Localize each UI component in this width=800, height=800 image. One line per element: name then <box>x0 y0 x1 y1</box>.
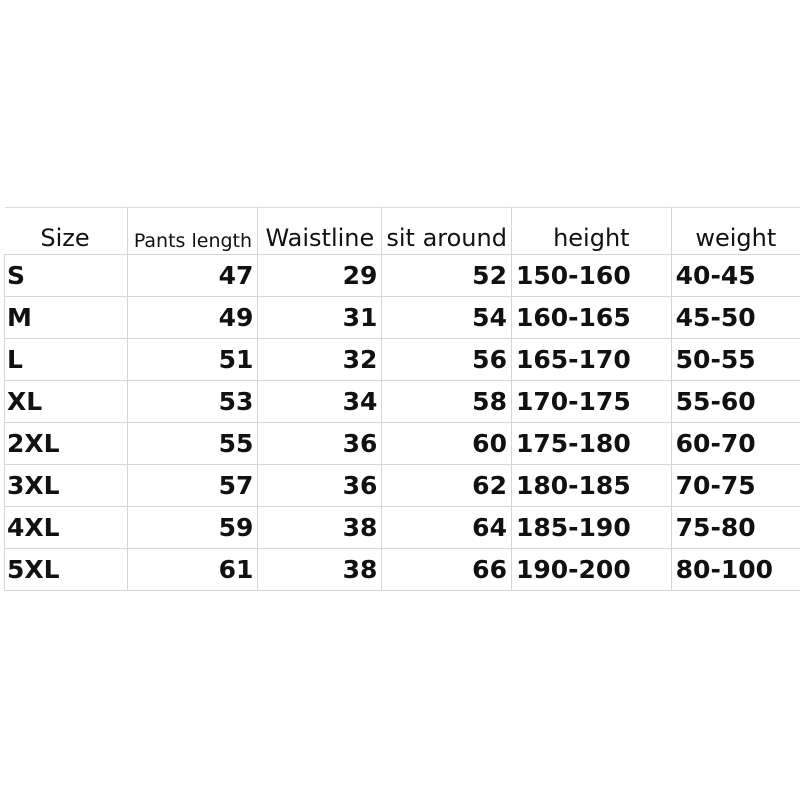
cell-pants-length: 51 <box>127 338 259 381</box>
cell-waistline: 36 <box>257 422 383 465</box>
cell-size: L <box>3 338 129 381</box>
cell-size: S <box>3 254 129 297</box>
cell-pants-length: 59 <box>127 506 259 549</box>
cell-sit-around: 60 <box>381 422 512 465</box>
cell-height: 190-200 <box>510 548 672 591</box>
cell-waistline: 36 <box>257 464 383 507</box>
cell-pants-length: 47 <box>127 254 259 297</box>
cell-size: 5XL <box>3 548 129 591</box>
cell-waistline: 38 <box>257 548 383 591</box>
header-pants-length: Pants length <box>127 207 259 255</box>
cell-height: 165-170 <box>510 338 672 381</box>
cell-weight: 80-100 <box>670 548 800 591</box>
cell-sit-around: 64 <box>381 506 512 549</box>
cell-weight: 75-80 <box>670 506 800 549</box>
table-row: S 47 29 52 150-160 40-45 <box>3 254 800 297</box>
cell-size: 3XL <box>3 464 129 507</box>
cell-sit-around: 62 <box>381 464 512 507</box>
cell-height: 160-165 <box>510 296 672 339</box>
table-row: 3XL 57 36 62 180-185 70-75 <box>3 464 800 507</box>
cell-pants-length: 53 <box>127 380 259 423</box>
cell-size: 2XL <box>3 422 129 465</box>
header-sit-around: sit around <box>381 207 512 255</box>
cell-waistline: 29 <box>257 254 383 297</box>
cell-pants-length: 49 <box>127 296 259 339</box>
cell-pants-length: 55 <box>127 422 259 465</box>
cell-sit-around: 52 <box>381 254 512 297</box>
cell-height: 175-180 <box>510 422 672 465</box>
cell-waistline: 38 <box>257 506 383 549</box>
cell-size: M <box>3 296 129 339</box>
cell-weight: 55-60 <box>670 380 800 423</box>
cell-height: 185-190 <box>510 506 672 549</box>
cell-sit-around: 66 <box>381 548 512 591</box>
cell-weight: 40-45 <box>670 254 800 297</box>
cell-weight: 60-70 <box>670 422 800 465</box>
cell-sit-around: 58 <box>381 380 512 423</box>
header-height: height <box>510 207 672 255</box>
cell-height: 180-185 <box>510 464 672 507</box>
size-chart-table: Size Pants length Waistline sit around h… <box>3 207 800 591</box>
header-row: Size Pants length Waistline sit around h… <box>4 207 800 255</box>
cell-weight: 45-50 <box>670 296 800 339</box>
cell-waistline: 34 <box>257 380 383 423</box>
table-row: 4XL 59 38 64 185-190 75-80 <box>3 506 800 549</box>
cell-height: 170-175 <box>510 380 672 423</box>
table-row: XL 53 34 58 170-175 55-60 <box>3 380 800 423</box>
cell-size: 4XL <box>3 506 129 549</box>
cell-size: XL <box>3 380 129 423</box>
cell-pants-length: 61 <box>127 548 259 591</box>
header-size: Size <box>4 207 129 255</box>
cell-pants-length: 57 <box>127 464 259 507</box>
table-row: 5XL 61 38 66 190-200 80-100 <box>3 548 800 591</box>
cell-sit-around: 54 <box>381 296 512 339</box>
header-waistline: Waistline <box>257 207 383 255</box>
table-row: M 49 31 54 160-165 45-50 <box>3 296 800 339</box>
header-weight: weight <box>670 207 800 255</box>
cell-weight: 70-75 <box>670 464 800 507</box>
cell-height: 150-160 <box>510 254 672 297</box>
table-row: 2XL 55 36 60 175-180 60-70 <box>3 422 800 465</box>
cell-sit-around: 56 <box>381 338 512 381</box>
cell-weight: 50-55 <box>670 338 800 381</box>
cell-waistline: 31 <box>257 296 383 339</box>
table-row: L 51 32 56 165-170 50-55 <box>3 338 800 381</box>
cell-waistline: 32 <box>257 338 383 381</box>
